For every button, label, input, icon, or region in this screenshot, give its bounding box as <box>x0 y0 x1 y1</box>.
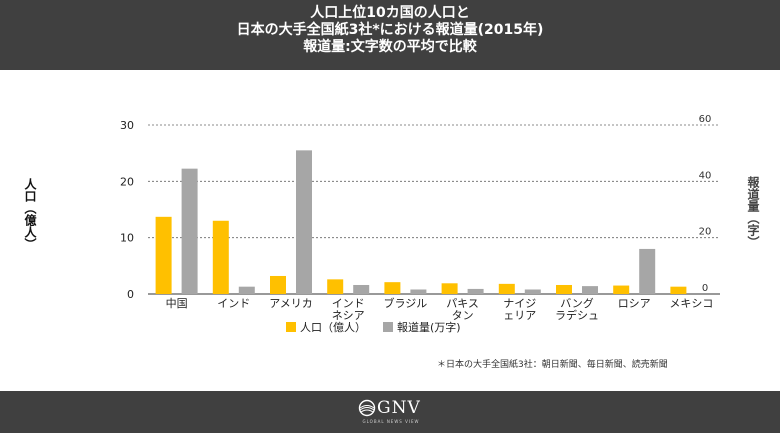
bar-population <box>556 284 572 294</box>
bar-population <box>613 285 630 294</box>
bar-coverage <box>410 289 427 294</box>
y-axis-right-label: 報道量（字） <box>746 176 760 248</box>
y-left-tick-label: 0 <box>127 288 134 301</box>
bar-population <box>384 282 401 294</box>
x-tick-label: パキス <box>446 297 479 310</box>
x-tick-label: アメリカ <box>269 297 312 310</box>
bar-population <box>670 286 687 294</box>
legend-swatch-coverage <box>383 322 393 332</box>
y-axis-left-label: 人口（億人） <box>23 178 37 250</box>
globe-icon <box>358 399 376 417</box>
title-line-2: 日本の大手全国紙3社*における報道量(2015年) <box>236 22 544 38</box>
x-tick-label: タン <box>452 309 474 322</box>
x-tick-label: ラデシュ <box>555 308 599 322</box>
logo-text: GNV <box>377 398 421 418</box>
y-left-tick-label: 30 <box>120 119 134 132</box>
x-tick-label: ェリア <box>503 309 536 322</box>
bar-population <box>155 216 172 294</box>
footer: GNV GLOBAL NEWS VIEW <box>0 391 780 433</box>
y-right-tick-label: 20 <box>699 227 712 238</box>
bar-coverage <box>639 248 656 294</box>
title-line-1: 人口上位10カ国の人口と <box>310 5 470 21</box>
y-left-tick-label: 10 <box>120 232 134 245</box>
bar-coverage <box>296 150 312 294</box>
bar-population <box>498 283 515 294</box>
x-tick-label: インド <box>332 297 365 310</box>
y-right-tick-label: 60 <box>699 114 712 125</box>
x-tick-label: ネシア <box>332 309 365 322</box>
y-right-tick-label: 0 <box>702 283 708 294</box>
bar-coverage <box>524 289 541 294</box>
footnote: ＊日本の大手全国紙3社：朝日新聞、毎日新聞、読売新聞 <box>437 360 668 370</box>
bar-coverage <box>353 284 370 294</box>
logo-subtitle: GLOBAL NEWS VIEW <box>362 419 420 424</box>
legend-label-coverage: 報道量(万字) <box>397 320 461 334</box>
bar-population <box>327 279 344 294</box>
chart-title: 人口上位10カ国の人口と 日本の大手全国紙3社*における報道量(2015年) 報… <box>0 0 780 70</box>
x-tick-label: 中国 <box>166 297 188 310</box>
x-tick-label: ナイジ <box>503 297 536 310</box>
bar-coverage <box>181 168 198 294</box>
title-line-3: 報道量:文字数の平均で比較 <box>303 39 477 55</box>
bar-coverage <box>238 286 255 294</box>
bar-population <box>212 220 229 294</box>
x-tick-label: インド <box>217 297 250 310</box>
x-tick-label: ロシア <box>618 297 651 310</box>
bar-coverage <box>467 288 484 294</box>
gnv-logo: GNV GLOBAL NEWS VIEW <box>355 397 427 429</box>
x-tick-label: メキシコ <box>669 297 713 310</box>
bar-coverage <box>582 286 598 294</box>
legend-label-population: 人口（億人） <box>300 321 366 334</box>
x-tick-label: バング <box>560 296 594 310</box>
legend-swatch-population <box>286 322 296 332</box>
y-right-tick-label: 40 <box>699 170 712 181</box>
x-tick-label: ブラジル <box>384 296 428 310</box>
bar-population <box>441 283 458 294</box>
y-left-tick-label: 20 <box>120 175 134 188</box>
bar-population <box>270 275 286 294</box>
